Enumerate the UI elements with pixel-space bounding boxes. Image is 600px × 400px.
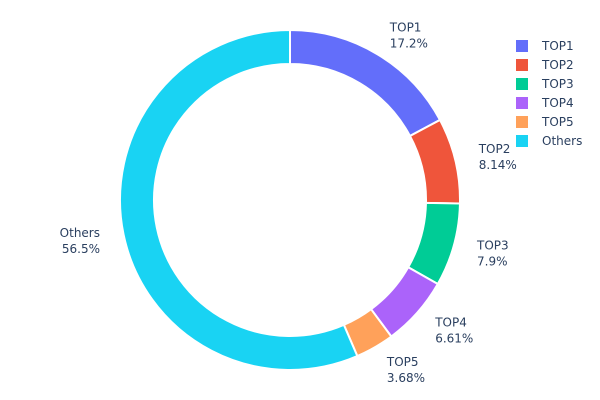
slice-labels: TOP1 17.2% TOP2 8.14% TOP3 7.9% TOP4 6.61% TOP5 3… <box>60 21 517 386</box>
slice-label-top4: TOP4 6.61% <box>434 316 473 346</box>
slice-others[interactable] <box>119 28 359 371</box>
slice-label-category: TOP5 <box>386 355 419 369</box>
legend-label: Others <box>542 134 582 148</box>
slice-label-category: TOP2 <box>478 142 511 156</box>
slice-label-category: Others <box>60 226 100 240</box>
legend: TOP1 TOP2 TOP3 TOP4 TOP5 Others <box>516 39 582 148</box>
legend-item-top4[interactable]: TOP4 <box>516 96 574 110</box>
legend-swatch <box>516 135 528 147</box>
slice-label-top3: TOP3 7.9% <box>476 239 509 269</box>
slice-label-percent: 6.61% <box>435 332 473 346</box>
slice-label-percent: 8.14% <box>479 158 517 172</box>
legend-item-top3[interactable]: TOP3 <box>516 77 574 91</box>
donut-slices <box>119 28 461 371</box>
legend-label: TOP3 <box>541 77 574 91</box>
slice-label-top5: TOP5 3.68% <box>386 355 425 385</box>
legend-item-others[interactable]: Others <box>516 134 582 148</box>
slice-label-category: TOP4 <box>434 316 467 330</box>
slice-label-percent: 56.5% <box>62 242 100 256</box>
slice-label-top2: TOP2 8.14% <box>478 142 517 172</box>
legend-label: TOP4 <box>541 96 574 110</box>
legend-label: TOP5 <box>541 115 574 129</box>
slice-top2[interactable] <box>408 118 461 205</box>
legend-label: TOP1 <box>541 39 574 53</box>
legend-item-top5[interactable]: TOP5 <box>516 115 574 129</box>
slice-label-percent: 17.2% <box>390 37 428 51</box>
legend-item-top1[interactable]: TOP1 <box>516 39 574 53</box>
slice-label-category: TOP1 <box>389 21 422 35</box>
slice-label-percent: 3.68% <box>387 371 425 385</box>
legend-swatch <box>516 78 528 90</box>
legend-swatch <box>516 116 528 128</box>
legend-swatch <box>516 40 528 52</box>
slice-label-top1: TOP1 17.2% <box>389 21 428 51</box>
legend-swatch <box>516 59 528 71</box>
legend-item-top2[interactable]: TOP2 <box>516 58 574 72</box>
legend-label: TOP2 <box>541 58 574 72</box>
slice-label-category: TOP3 <box>476 239 509 253</box>
slice-label-percent: 7.9% <box>477 255 508 269</box>
legend-swatch <box>516 97 528 109</box>
slice-label-others: Others 56.5% <box>60 226 100 256</box>
